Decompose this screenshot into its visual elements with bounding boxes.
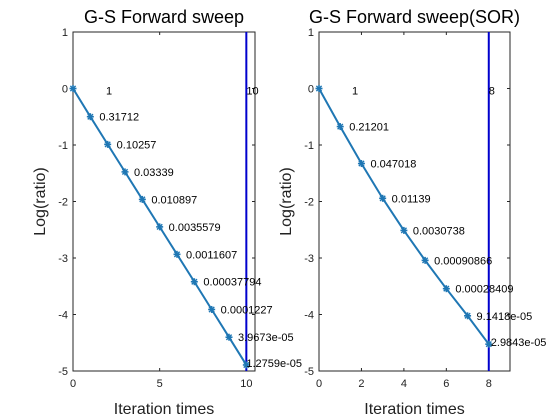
right-data-label: 0.01139 xyxy=(392,193,431,205)
right-data-label: 0.047018 xyxy=(370,159,416,171)
right-x-tick-label: 6 xyxy=(443,378,449,390)
right-data-label: 0.00028409 xyxy=(455,284,513,296)
right-y-tick-label: 0 xyxy=(308,84,314,96)
left-data-label: 0.03339 xyxy=(134,167,174,179)
left-data-label: 0.0035579 xyxy=(169,222,221,234)
left-data-point xyxy=(208,305,216,313)
left-iteration-count-label: 10 xyxy=(246,86,258,98)
right-x-tick-label: 4 xyxy=(401,378,407,390)
left-data-point xyxy=(86,113,94,121)
left-data-point xyxy=(104,140,112,148)
right-data-point xyxy=(464,312,472,320)
right-data-point xyxy=(485,340,493,348)
right-data-point xyxy=(400,226,408,234)
right-data-point xyxy=(442,285,450,293)
right-chart-ylabel: Log(ratio) xyxy=(278,167,295,235)
left-y-tick-label: 1 xyxy=(62,27,68,39)
right-y-tick-label: -5 xyxy=(304,366,314,378)
right-y-tick-label: -4 xyxy=(304,310,314,322)
left-y-tick-label: -4 xyxy=(58,310,68,322)
left-data-point xyxy=(173,250,181,258)
right-x-tick-label: 2 xyxy=(358,378,364,390)
right-chart-title: G-S Forward sweep(SOR) xyxy=(309,7,520,27)
left-data-label: 0.0011607 xyxy=(186,249,237,261)
left-chart-panel: G-S Forward sweep Iteration times Log(ra… xyxy=(32,7,302,418)
right-chart-xlabel: Iteration times xyxy=(364,401,464,418)
right-x-tick-label: 8 xyxy=(486,378,492,390)
left-y-tick-label: -3 xyxy=(58,253,68,265)
left-y-tick-label: -2 xyxy=(58,197,68,209)
right-data-label: 2.9843e-05 xyxy=(491,337,547,349)
left-y-tick-label: -1 xyxy=(58,140,68,152)
right-data-label: 1 xyxy=(352,86,358,98)
left-x-tick-label: 0 xyxy=(70,378,76,390)
right-data-label: 0.0030738 xyxy=(413,225,465,237)
right-data-point xyxy=(421,256,429,264)
left-x-tick-label: 10 xyxy=(240,378,252,390)
left-data-label: 1 xyxy=(106,86,112,98)
left-y-tick-label: -5 xyxy=(58,366,68,378)
right-x-tick-label: 0 xyxy=(316,378,322,390)
right-data-point xyxy=(357,160,365,168)
right-data-label: 0.21201 xyxy=(349,122,389,134)
right-y-tick-label: -1 xyxy=(304,140,314,152)
left-chart-ylabel: Log(ratio) xyxy=(32,167,49,235)
left-data-label: 0.10257 xyxy=(117,139,157,151)
left-data-point xyxy=(138,195,146,203)
left-data-point xyxy=(190,278,198,286)
right-data-label: 9.1418e-05 xyxy=(477,311,533,323)
left-data-point xyxy=(242,361,250,369)
right-data-point xyxy=(336,123,344,131)
right-data-point xyxy=(379,194,387,202)
left-y-tick-label: 0 xyxy=(62,84,68,96)
left-data-label: 1.2759e-05 xyxy=(246,358,302,370)
left-data-label: 0.31712 xyxy=(99,112,139,124)
left-chart-title: G-S Forward sweep xyxy=(84,7,244,27)
left-data-label: 0.010897 xyxy=(151,194,197,206)
right-chart-panel: G-S Forward sweep(SOR) Iteration times L… xyxy=(278,7,546,418)
left-data-label: 0.0001227 xyxy=(221,304,273,316)
left-chart-xlabel: Iteration times xyxy=(114,401,214,418)
left-data-point xyxy=(156,223,164,231)
left-data-label: 3.9673e-05 xyxy=(238,332,294,344)
left-data-point xyxy=(69,85,77,92)
right-y-tick-label: 1 xyxy=(308,27,314,39)
left-x-tick-label: 5 xyxy=(157,378,163,390)
right-data-point xyxy=(315,85,323,92)
right-data-label: 0.00090866 xyxy=(434,255,492,267)
right-y-tick-label: -3 xyxy=(304,253,314,265)
right-y-tick-label: -2 xyxy=(304,197,314,209)
left-data-label: 0.00037794 xyxy=(203,277,261,289)
right-iteration-count-label: 8 xyxy=(489,86,495,98)
left-data-point xyxy=(225,333,233,341)
left-data-point xyxy=(121,168,129,176)
